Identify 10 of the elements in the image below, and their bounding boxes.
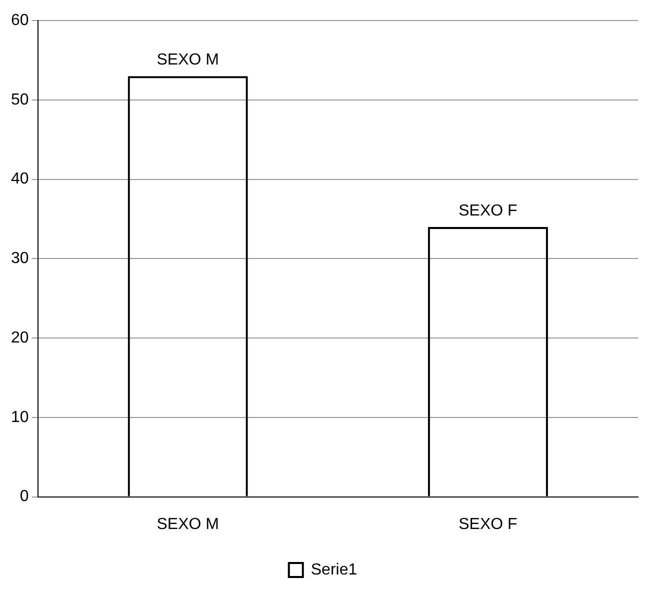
- y-tick-label: 60: [11, 12, 29, 30]
- y-tick-label: 50: [11, 91, 29, 108]
- annotation: SEXO F: [458, 202, 518, 220]
- y-tick-label: 30: [11, 250, 29, 268]
- y-tick-label: 0: [20, 488, 29, 506]
- y-tick-label: 10: [11, 408, 29, 426]
- y-tick-label: 20: [11, 329, 29, 346]
- annotation: SEXO M: [156, 52, 219, 69]
- y-tick-label: 40: [11, 170, 29, 188]
- legend-label: Serie1: [310, 561, 358, 578]
